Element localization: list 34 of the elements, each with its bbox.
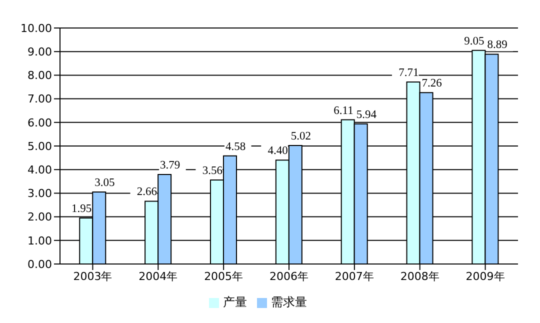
x-tick-label: 2007年 [334, 270, 374, 283]
x-tick-label: 2006年 [270, 270, 308, 283]
y-tick-label: 5.00 [28, 140, 52, 153]
y-tick-label: 4.00 [28, 164, 52, 177]
legend-label: 需求量 [271, 295, 307, 309]
y-tick-label: 8.00 [28, 69, 52, 82]
data-label: 6.11 [334, 104, 354, 117]
y-tick-label: 1.00 [28, 234, 52, 248]
legend-label: 产量 [223, 295, 247, 309]
x-tick-label: 2009年 [466, 270, 505, 283]
data-label: 7.71 [398, 67, 420, 80]
y-tick-label: 10.00 [20, 22, 52, 35]
y-tick-label: 2.00 [28, 210, 52, 224]
data-label: 1.95 [72, 202, 92, 215]
y-tick-label: 0.00 [28, 258, 52, 271]
data-label: 3.05 [94, 177, 116, 190]
y-tick-label: 9.00 [28, 46, 52, 59]
y-tick-label: 7.00 [28, 92, 52, 106]
data-label: 8.89 [487, 39, 508, 52]
data-label: 9.05 [464, 35, 484, 48]
data-label: 4.40 [268, 145, 288, 158]
x-tick-label: 2005年 [204, 270, 244, 283]
data-label: 3.56 [202, 164, 223, 177]
data-label: 3.79 [160, 160, 180, 172]
data-label: 4.58 [225, 140, 246, 153]
x-tick-label: 2008年 [400, 270, 440, 283]
x-tick-label: 2003年 [73, 270, 112, 283]
data-label: 2.66 [136, 186, 158, 198]
data-label: 7.26 [422, 78, 442, 90]
data-label: 5.02 [290, 130, 312, 143]
data-label: 5.94 [356, 108, 377, 121]
y-tick-label: 3.00 [28, 187, 52, 200]
y-tick-label: 6.00 [28, 116, 52, 130]
x-tick-label: 2004年 [138, 270, 178, 283]
